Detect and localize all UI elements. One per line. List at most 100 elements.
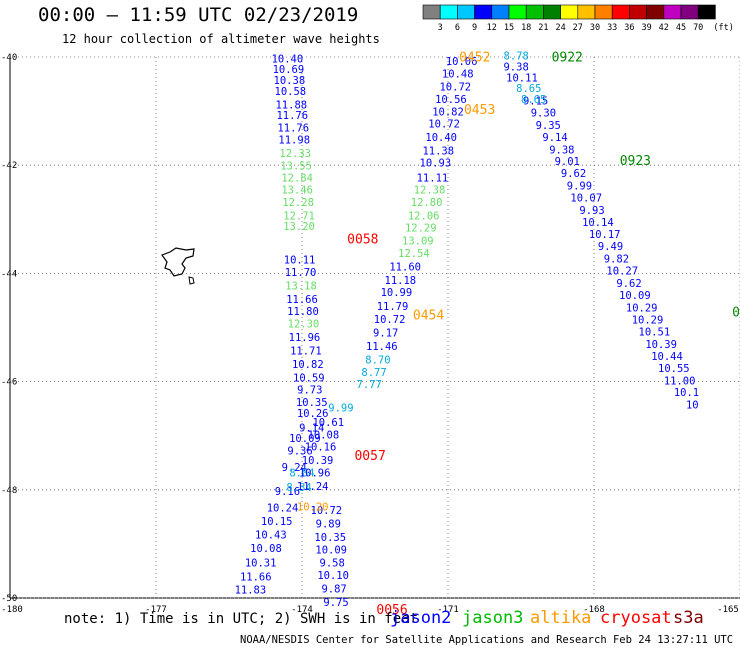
wave-height-value: 10.93 [420,157,452,169]
wave-height-value: 10.58 [275,86,307,98]
wave-height-value: 10.1 [674,387,699,399]
y-tick-label: -44 [1,269,17,279]
colorbar-tick-label: 15 [504,23,514,32]
colorbar-tick-label: 42 [659,23,669,32]
wave-height-value: 9.62 [616,278,641,290]
wave-height-value: 13.46 [281,184,313,196]
colorbar-tick-label: 45 [676,23,686,32]
wave-height-value: 7.77 [357,379,382,391]
colorbar-tick-label: 18 [521,23,531,32]
wave-height-value: 13.18 [285,281,317,293]
wave-height-value: 12.30 [288,319,320,331]
wave-height-value: 10.43 [255,529,287,541]
wave-height-value: 10.31 [245,558,277,570]
pass-time-label: 0454 [413,308,444,323]
wave-height-value: 10.27 [606,265,638,277]
satellite-track: 10.0610.4810.7210.5610.8210.7210.4011.38… [297,56,478,609]
wave-height-value: 10.48 [442,69,474,81]
wave-height-value: 9.24 [282,462,307,474]
wave-height-value: 8.84 [289,467,314,479]
colorbar-tick-label: 30 [590,23,600,32]
colorbar-tick-label: 70 [693,23,703,32]
wave-height-value: 12.29 [405,223,437,235]
wave-height-value: 10.72 [374,314,406,326]
wave-height-value: 10.82 [292,359,324,371]
wave-height-value: 10.44 [651,351,683,363]
wave-height-value: 11.66 [286,294,318,306]
wave-height-value: 11.96 [289,332,321,344]
wave-height-value: 9.36 [287,446,312,458]
wave-height-value: 10.72 [311,505,343,517]
colorbar-tick-label: 21 [538,23,548,32]
x-tick-label: -180 [1,605,23,615]
wave-height-value: 10.11 [284,255,316,267]
wave-height-value: 10.29 [626,302,658,314]
wave-height-value: 9.99 [328,402,353,414]
wave-height-value: 9.15 [523,96,548,108]
pass-time-label: 0452 [459,50,490,65]
colorbar-tick-label: 9 [472,23,477,32]
wave-height-value: 9.82 [604,254,629,266]
colorbar-tick-label: 39 [641,23,651,32]
y-tick-label: -42 [1,161,17,171]
wave-height-value: 10.51 [639,327,671,339]
wave-height-value: 9.58 [320,558,345,570]
wave-height-value: 11.71 [290,346,322,358]
pass-time-label: 0058 [347,233,378,248]
wave-height-value: 8.34 [286,482,311,494]
wave-height-value: 11.11 [417,172,449,184]
wave-height-value: 10.35 [296,397,328,409]
wave-height-value: 10.11 [506,72,538,84]
wave-height-value: 11.98 [278,135,310,147]
wave-height-value: 10.72 [439,82,471,94]
wave-height-value: 13.20 [283,221,315,233]
wave-height-value: 9.99 [567,181,592,193]
x-tick-label: -168 [583,605,605,615]
satellite-track: 10.20 [297,501,329,513]
wave-height-value: 11.66 [240,572,272,584]
colorbar-unit: (ft) [713,23,733,32]
legend-jason2: jason2 [390,608,452,628]
wave-height-value: 10.09 [619,290,651,302]
wave-height-value: 10 [686,400,699,412]
wave-height-value: 10.16 [305,441,337,453]
wave-height-value: 9.16 [275,486,300,498]
colorbar-tick-label: 3 [438,23,443,32]
wave-height-value: 10.14 [582,217,614,229]
x-tick-label: -171 [437,605,459,615]
legend-cryosat: cryosat [600,608,672,628]
wave-height-value: 12.33 [279,148,311,160]
wave-height-value: 9.38 [549,144,574,156]
wave-height-value: 10.39 [302,455,334,467]
wave-height-value: 11.60 [389,262,421,274]
map-plot: -180 -177 -174 -171 -168 -165 -40 -42 -44 -46 -48 -… [1,50,740,618]
pass-time-label: 0056 [376,603,407,618]
wave-height-value: 11.70 [285,267,317,279]
wave-height-value: 11.88 [275,99,307,111]
wave-height-value: 12.38 [414,184,446,196]
colorbar-tick-label: 12 [487,23,497,32]
satellite-track: 10.4010.6910.3810.5811.8811.7611.7611.98… [235,53,329,596]
wave-height-value: 11.46 [366,341,398,353]
wave-height-value: 10.09 [289,433,321,445]
y-tick-label: -40 [1,53,17,63]
pass-time-label: 0057 [354,449,385,464]
island-landmass [161,247,195,285]
y-tick-label: -48 [1,486,17,496]
wave-height-value: 10.29 [632,315,664,327]
satellite-track: 8.708.777.77 9.99 [328,355,390,415]
pass-time-label: 0923 [620,154,651,169]
x-tick-label: -165 [717,605,739,615]
wave-height-value: 9.49 [598,241,623,253]
pass-time-label: 0453 [464,103,495,118]
legend-altika: altika [530,608,592,628]
wave-height-value: 10.26 [297,408,329,420]
wave-height-value: 10.55 [658,363,690,375]
wave-height-value: 10.08 [250,543,282,555]
wave-height-value: 12.71 [283,210,315,222]
wave-height-value: 11.79 [377,301,409,313]
wave-height-value: 10.06 [446,56,478,68]
wave-height-value: 9.38 [503,62,528,74]
wave-height-value: 10.96 [299,467,331,479]
